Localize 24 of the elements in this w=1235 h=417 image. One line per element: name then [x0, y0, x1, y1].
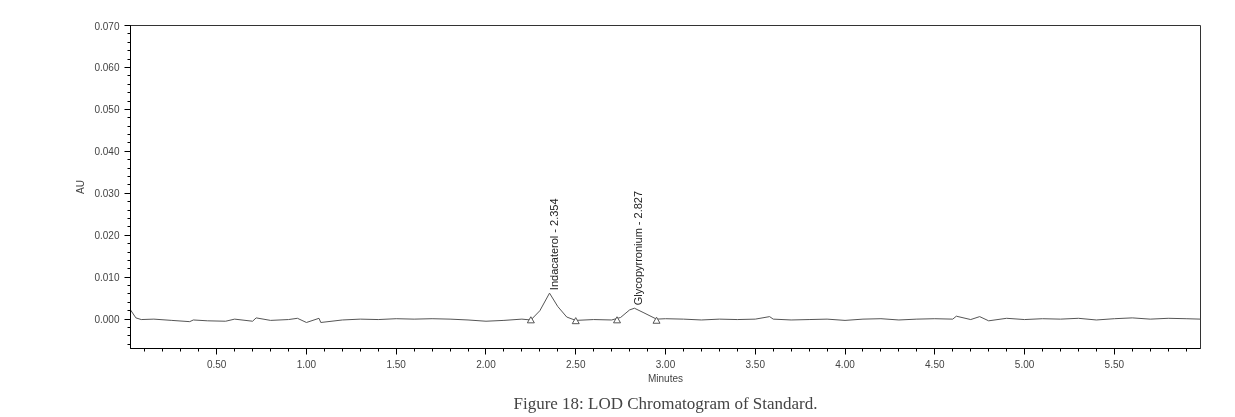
x-tick-label: 3.00	[655, 358, 676, 370]
y-tick-label: 0.060	[94, 62, 120, 74]
y-tick-label: 0.030	[94, 188, 120, 200]
annotation: Indacaterol - 2.354	[547, 198, 560, 291]
x-tick-label: 2.00	[476, 358, 497, 370]
y-tick-label: 0.050	[94, 104, 120, 116]
text: Figure 18: LOD Chromatogram of Standard.	[513, 393, 818, 413]
y-tick-label: 0.010	[94, 272, 120, 284]
y-tick-label: 0.070	[94, 20, 120, 32]
x-tick-label: 1.50	[386, 358, 407, 370]
x-tick-label: 3.50	[745, 358, 766, 370]
x-tick-label: 0.50	[206, 358, 227, 370]
y-axis-title: AU	[75, 180, 87, 194]
x-axis-title: Minutes	[647, 372, 684, 384]
x-tick-label: 4.00	[835, 358, 856, 370]
x-tick-label: 4.50	[925, 358, 945, 370]
x-tick-label: 5.00	[1014, 358, 1035, 370]
y-tick-label: 0.020	[94, 230, 120, 242]
x-tick-label: 1.00	[296, 358, 317, 370]
x-tick-label: 5.50	[1104, 358, 1125, 370]
y-tick-label: 0.000	[94, 314, 120, 326]
annotation: Glycopyrronium - 2.827	[632, 190, 645, 306]
y-tick-label: 0.040	[94, 146, 120, 158]
x-tick-label: 2.50	[566, 358, 586, 370]
